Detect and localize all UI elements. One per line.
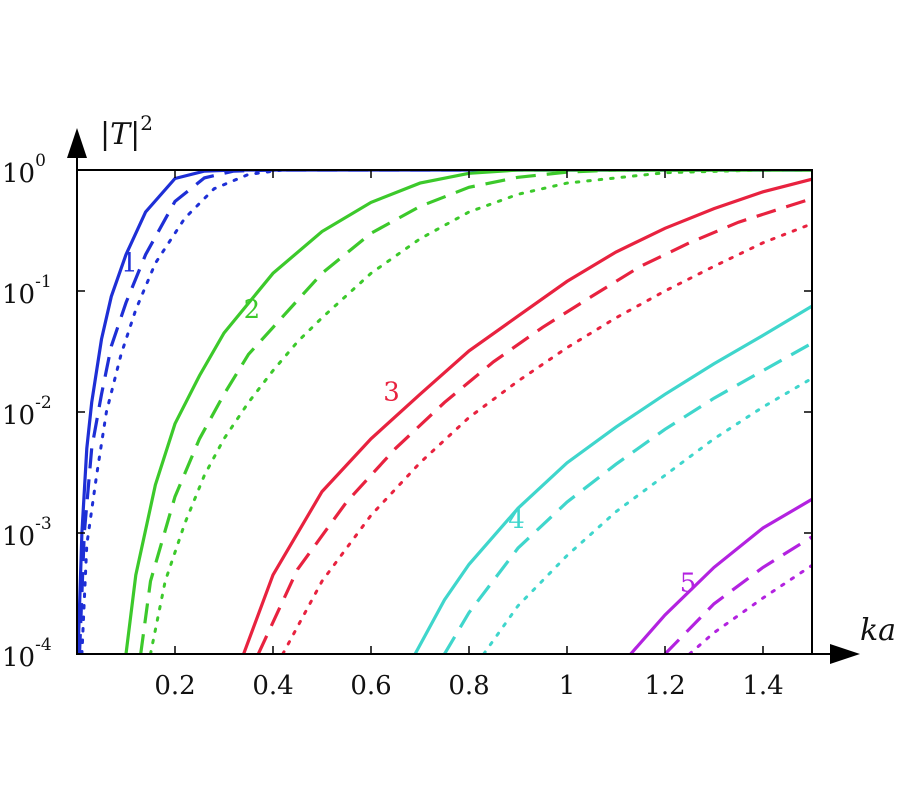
series-1-dashed xyxy=(77,170,812,654)
y-axis-arrow xyxy=(67,128,87,158)
x-tick-label: 1 xyxy=(559,671,576,701)
x-tick-label: 1.4 xyxy=(742,671,783,701)
series-5-dotted xyxy=(688,563,812,654)
x-axis-arrow xyxy=(830,644,860,664)
curve-label-4: 4 xyxy=(508,505,525,535)
y-tick-label: 10-3 xyxy=(2,514,52,552)
series-3-dotted xyxy=(281,222,812,654)
series-1-solid xyxy=(77,170,812,654)
x-tick-label: 0.4 xyxy=(252,671,293,701)
x-tick-label: 0.2 xyxy=(154,671,195,701)
x-tick-label: 1.2 xyxy=(644,671,685,701)
series-4-solid xyxy=(413,304,812,654)
series-5-solid xyxy=(629,497,812,654)
curve-label-5: 5 xyxy=(680,568,697,598)
x-tick-label: 0.8 xyxy=(448,671,489,701)
series-layer xyxy=(77,170,812,654)
y-tick-label: 10-2 xyxy=(2,393,52,431)
series-2-solid xyxy=(124,170,812,654)
x-tick-label: 0.6 xyxy=(350,671,391,701)
y-tick-label: 100 xyxy=(2,151,46,189)
series-2-dotted xyxy=(149,170,812,654)
series-2-dashed xyxy=(139,170,812,654)
series-1-dotted xyxy=(80,170,812,654)
curve-label-3: 3 xyxy=(383,377,400,407)
series-4-dotted xyxy=(482,376,812,654)
curve-label-layer: 1 2 3 4 5 xyxy=(121,248,696,598)
tick-layer: 0.2 0.4 0.6 0.8 1 1.2 1.4 100 10-1 10-2 10-3 10-4 xyxy=(2,151,812,701)
series-3-solid xyxy=(242,177,812,654)
series-4-dashed xyxy=(443,341,812,654)
y-axis-label: |T|2 xyxy=(100,111,153,152)
curve-label-2: 2 xyxy=(244,295,261,325)
series-5-dashed xyxy=(663,535,812,654)
curve-label-1: 1 xyxy=(121,248,138,278)
y-tick-label: 10-4 xyxy=(2,635,52,673)
x-axis-label: ka xyxy=(860,613,896,648)
series-3-dashed xyxy=(256,197,812,654)
y-tick-label: 10-1 xyxy=(2,272,52,310)
